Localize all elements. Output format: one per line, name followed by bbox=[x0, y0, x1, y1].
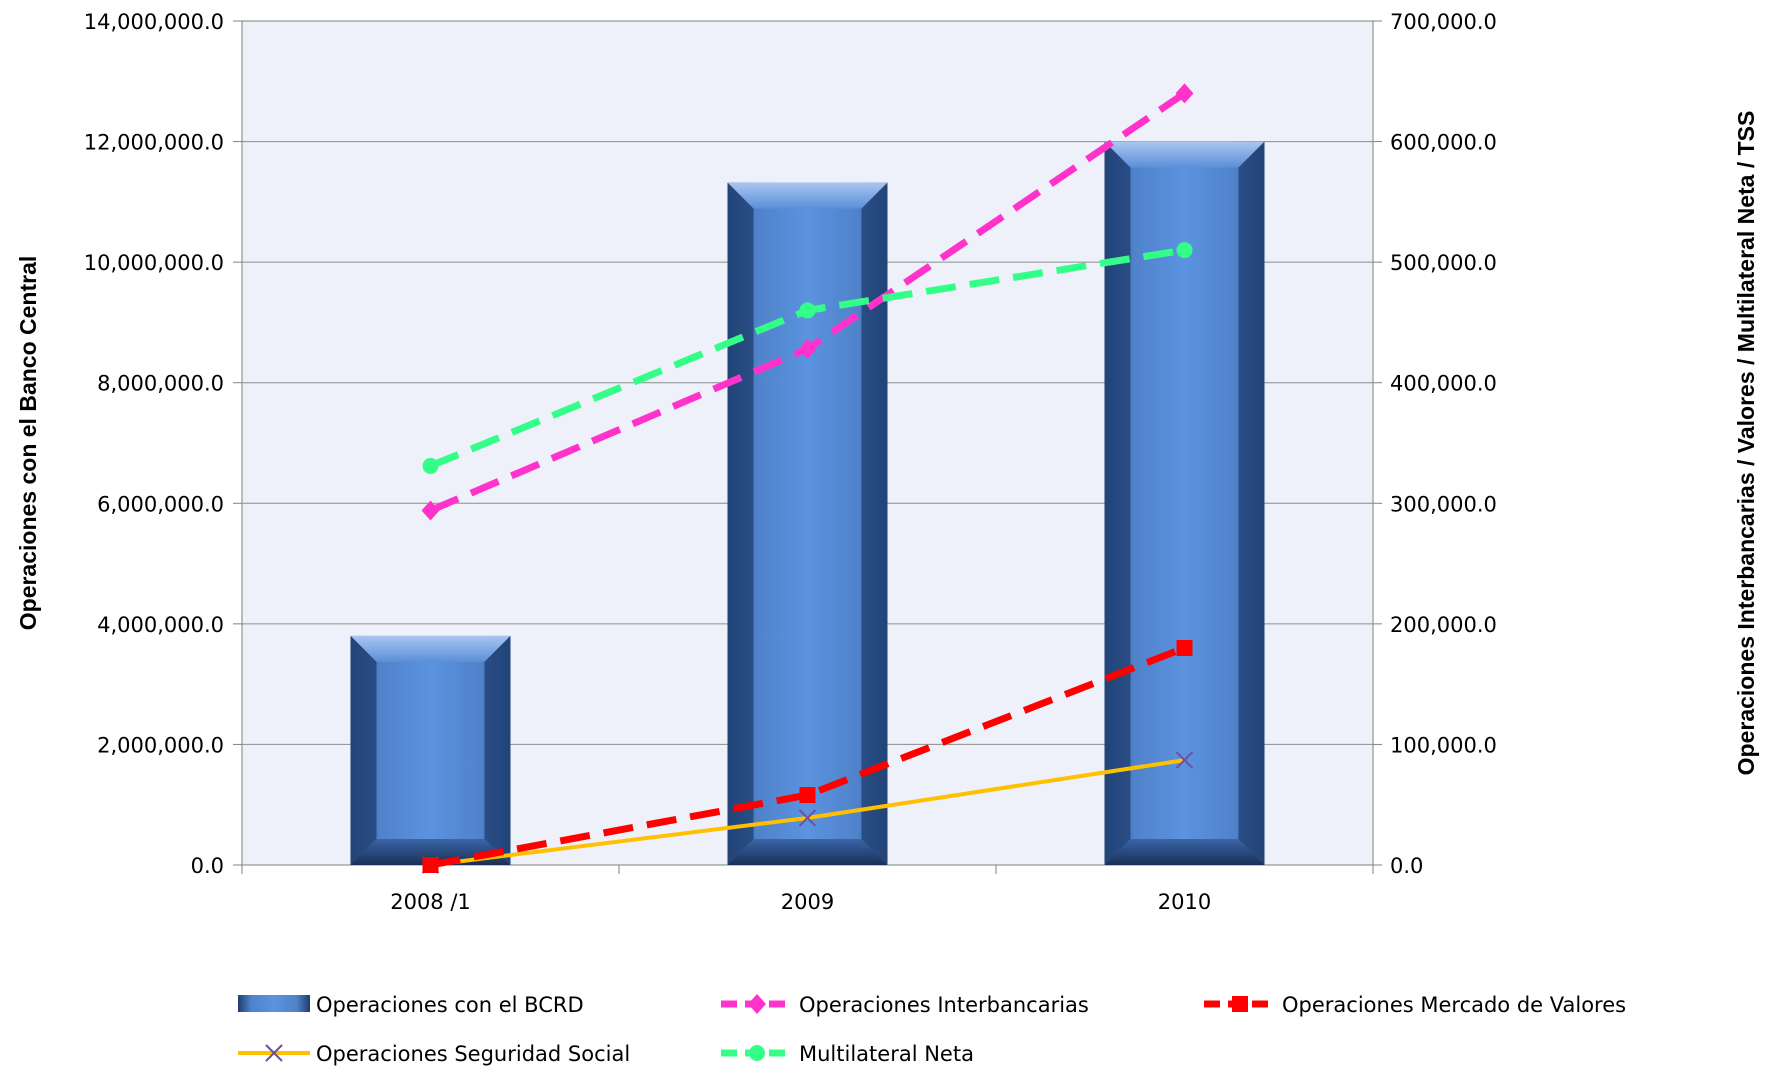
right-tick-label: 500,000.0 bbox=[1390, 251, 1497, 275]
left-axis-title: Operaciones con el Banco Central bbox=[15, 256, 41, 631]
point bbox=[1176, 639, 1193, 656]
bar-bevel-top bbox=[1104, 141, 1265, 168]
bar-bevel-right bbox=[484, 635, 511, 865]
right-tick-label: 700,000.0 bbox=[1390, 10, 1497, 34]
point bbox=[799, 302, 816, 319]
legend: Operaciones con el BCRD Operaciones Inter… bbox=[238, 993, 1626, 1066]
right-tick-label: 300,000.0 bbox=[1390, 492, 1497, 516]
left-tick-label: 14,000,000.0 bbox=[84, 10, 224, 34]
bar bbox=[1104, 141, 1265, 866]
bar-bevel-top bbox=[350, 635, 511, 662]
bar-bevel-left bbox=[727, 182, 754, 865]
x-tick-label: 2009 bbox=[781, 890, 834, 914]
legend-label: Operaciones Mercado de Valores bbox=[1282, 993, 1626, 1017]
bar-series bbox=[350, 141, 1265, 866]
left-axis-ticks: 0.0 2,000,000.0 4,000,000.0 6,000,000.0 8,00… bbox=[84, 10, 242, 878]
bar-body bbox=[1104, 141, 1265, 866]
point bbox=[798, 809, 817, 827]
left-tick-label: 8,000,000.0 bbox=[97, 372, 224, 396]
point bbox=[749, 1045, 765, 1061]
left-tick-label: 6,000,000.0 bbox=[97, 492, 224, 516]
left-tick-label: 12,000,000.0 bbox=[84, 131, 224, 155]
bar-body bbox=[350, 635, 511, 865]
right-tick-label: 600,000.0 bbox=[1390, 131, 1497, 155]
bar-bevel-top bbox=[727, 182, 888, 209]
legend-item: Multilateral Neta bbox=[721, 1042, 974, 1066]
right-tick-label: 200,000.0 bbox=[1390, 613, 1497, 637]
bar-body bbox=[727, 182, 888, 865]
series-line bbox=[422, 242, 1193, 474]
bar-bevel-right bbox=[1238, 141, 1265, 866]
bar-bevel-right bbox=[861, 182, 888, 865]
right-axis-ticks: 0.0 100,000.0 200,000.0 300,000.0 400,000.0 5… bbox=[1373, 10, 1497, 878]
right-tick-label: 0.0 bbox=[1390, 854, 1423, 878]
left-tick-label: 4,000,000.0 bbox=[97, 613, 224, 637]
legend-label: Multilateral Neta bbox=[799, 1042, 974, 1066]
bar-bevel-left bbox=[350, 635, 377, 865]
line-series bbox=[421, 83, 1194, 874]
bar bbox=[727, 182, 888, 865]
point bbox=[265, 1044, 283, 1062]
series-line bbox=[421, 83, 1194, 521]
point bbox=[1232, 996, 1248, 1012]
legend-label: Operaciones Interbancarias bbox=[799, 993, 1089, 1017]
left-tick-label: 10,000,000.0 bbox=[84, 251, 224, 275]
legend-swatch bbox=[238, 995, 310, 1012]
point bbox=[748, 994, 766, 1014]
legend-label: Operaciones Seguridad Social bbox=[316, 1042, 630, 1066]
right-axis-title: Operaciones Interbancarias / Valores / M… bbox=[1733, 111, 1759, 776]
x-axis-ticks: 2008 /1 2009 2010 bbox=[241, 865, 1374, 914]
point bbox=[798, 338, 817, 359]
legend-item: Operaciones Seguridad Social bbox=[238, 1042, 630, 1066]
point bbox=[422, 457, 439, 474]
point bbox=[1175, 83, 1194, 104]
point bbox=[799, 787, 816, 804]
legend-item: Operaciones Interbancarias bbox=[721, 993, 1089, 1017]
series-line bbox=[422, 639, 1193, 873]
x-tick-label: 2008 /1 bbox=[390, 890, 471, 914]
left-tick-label: 2,000,000.0 bbox=[97, 733, 224, 757]
x-tick-label: 2010 bbox=[1158, 890, 1211, 914]
right-tick-label: 400,000.0 bbox=[1390, 372, 1497, 396]
point bbox=[1175, 751, 1194, 769]
point bbox=[1176, 242, 1193, 259]
legend-item: Operaciones Mercado de Valores bbox=[1204, 993, 1626, 1017]
bar-bevel-bottom bbox=[727, 839, 888, 865]
point bbox=[422, 857, 439, 873]
right-tick-label: 100,000.0 bbox=[1390, 733, 1497, 757]
left-tick-label: 0.0 bbox=[191, 854, 224, 878]
point bbox=[421, 500, 440, 521]
bar-bevel-left bbox=[1104, 141, 1131, 866]
bar bbox=[350, 635, 511, 865]
bar-bevel-bottom bbox=[1104, 839, 1265, 865]
legend-label: Operaciones con el BCRD bbox=[316, 993, 584, 1017]
legend-item: Operaciones con el BCRD bbox=[238, 993, 584, 1017]
